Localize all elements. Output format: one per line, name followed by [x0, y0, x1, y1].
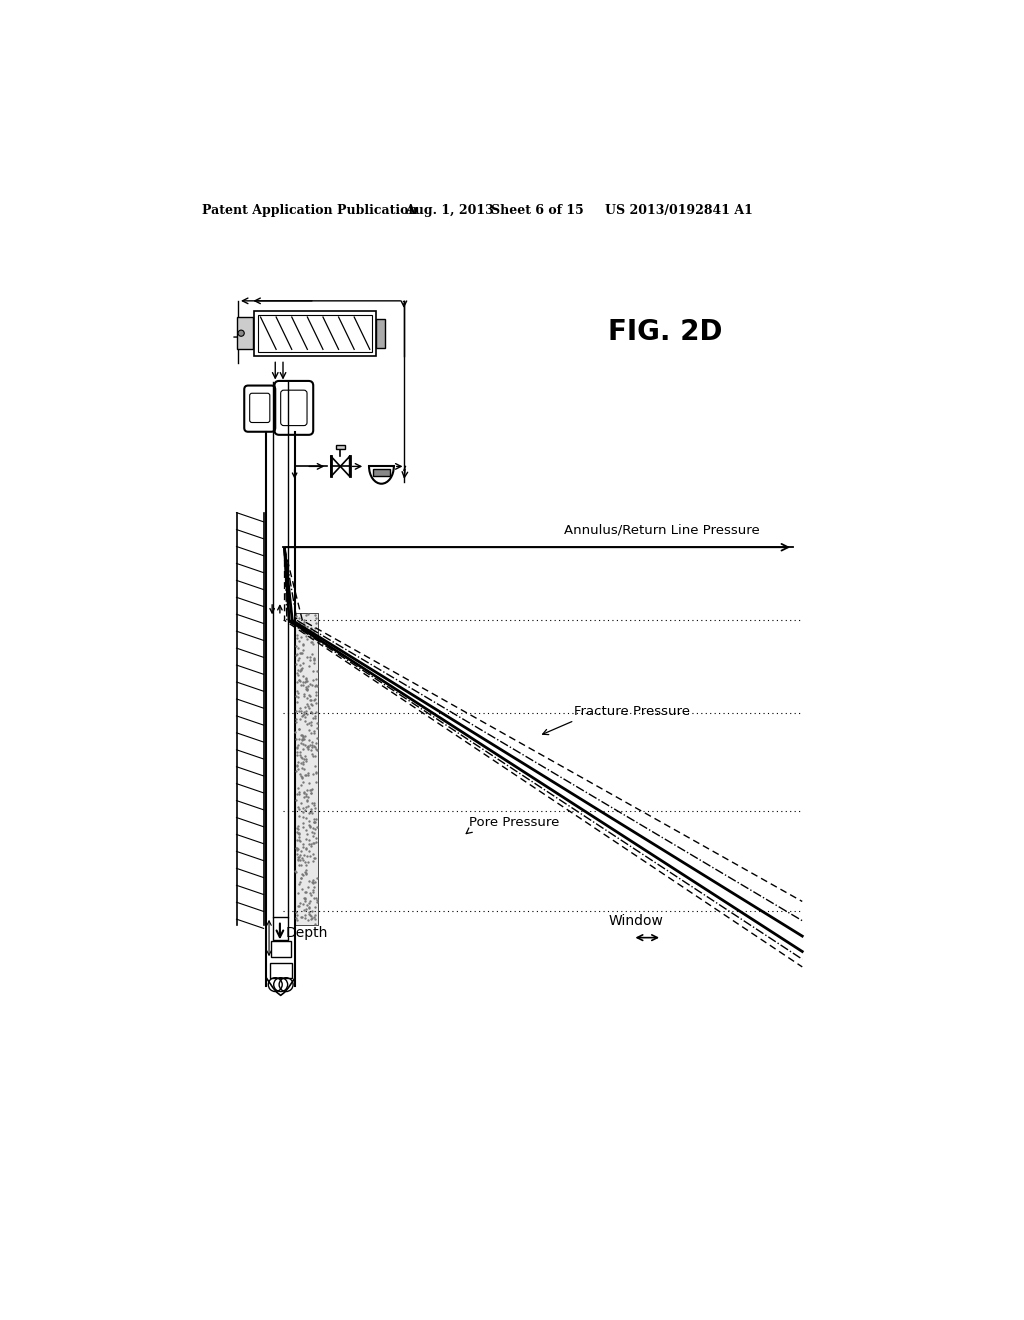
Bar	[254, 312, 376, 355]
Text: US 2013/0192841 A1: US 2013/0192841 A1	[605, 205, 754, 218]
Text: FIG. 2D: FIG. 2D	[608, 318, 723, 346]
Text: Aug. 1, 2013: Aug. 1, 2013	[406, 205, 495, 218]
Bar	[373, 469, 390, 477]
Bar	[273, 917, 289, 940]
Text: Sheet 6 of 15: Sheet 6 of 15	[490, 205, 584, 218]
Text: Annulus/Return Line Pressure: Annulus/Return Line Pressure	[563, 524, 760, 536]
Bar	[238, 317, 253, 350]
Bar	[376, 318, 385, 348]
Text: Pore Pressure: Pore Pressure	[469, 816, 559, 829]
Bar	[295, 612, 317, 924]
Bar	[258, 314, 372, 351]
Bar	[270, 941, 291, 957]
Bar	[270, 964, 292, 978]
Text: Patent Application Publication: Patent Application Publication	[202, 205, 417, 218]
Text: Depth: Depth	[286, 927, 329, 940]
Text: Window: Window	[609, 913, 664, 928]
Text: Fracture Pressure: Fracture Pressure	[574, 705, 690, 718]
Bar	[336, 445, 345, 449]
Circle shape	[238, 330, 245, 337]
